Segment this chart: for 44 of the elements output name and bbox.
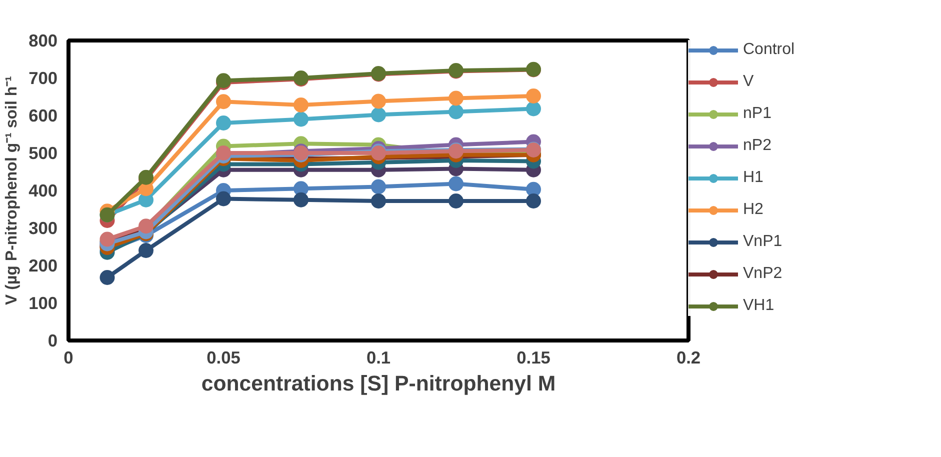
y-tick-label: 300 — [28, 218, 58, 238]
point — [294, 192, 308, 208]
x-tick-label: 0.1 — [366, 348, 391, 368]
point — [371, 194, 386, 208]
y-tick-label: 0 — [48, 330, 58, 350]
point — [371, 107, 386, 122]
y-tick-label: 600 — [28, 106, 58, 126]
point — [294, 98, 308, 112]
y-axis-title: V (µg P-nitrophenol g⁻¹ soil h⁻¹ — [4, 76, 21, 305]
point — [448, 194, 464, 208]
x-tick-label: 0.15 — [516, 348, 551, 368]
point — [448, 90, 464, 106]
point — [371, 179, 386, 194]
legend-label: VnP2 — [743, 265, 783, 283]
x-tick-label: 0.2 — [676, 348, 701, 368]
x-tick-label: 0.05 — [206, 348, 241, 368]
legend-label: VH1 — [743, 297, 776, 315]
point — [371, 94, 386, 109]
legend-label: nP2 — [743, 137, 772, 155]
legend-label: Control — [743, 41, 795, 59]
y-tick-label: 100 — [28, 293, 58, 313]
point — [216, 191, 231, 206]
point — [216, 116, 231, 130]
legend-label: V — [743, 73, 755, 91]
point — [526, 88, 541, 104]
y-tick-label: 500 — [28, 143, 58, 163]
point — [216, 94, 231, 110]
y-tick-label: 700 — [28, 68, 58, 88]
legend-label: VnP1 — [743, 233, 783, 251]
point — [526, 101, 541, 116]
point — [294, 112, 308, 127]
x-tick-label: 0 — [64, 348, 74, 368]
y-tick-label: 400 — [28, 180, 58, 200]
point — [448, 176, 464, 192]
legend-label: H2 — [743, 201, 764, 219]
y-tick-label: 200 — [28, 256, 58, 276]
y-tick-label: 800 — [28, 30, 58, 50]
legend-label: nP1 — [743, 105, 772, 123]
point — [138, 243, 154, 258]
point — [100, 270, 115, 285]
legend-label: H1 — [743, 169, 764, 187]
point — [526, 194, 541, 208]
point — [448, 104, 464, 120]
x-axis-title: concentrations [S] P-nitrophenyl M — [201, 372, 556, 396]
